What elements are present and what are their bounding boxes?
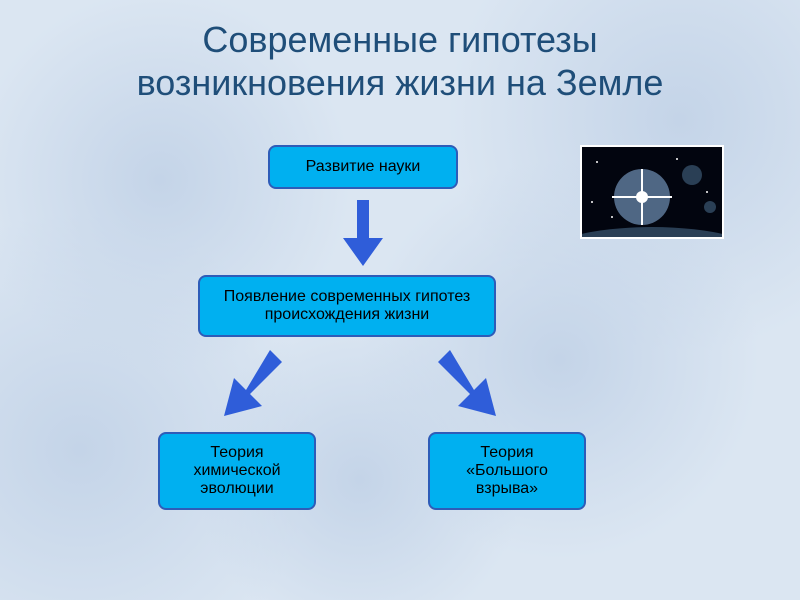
node-top-label: Развитие науки xyxy=(306,158,421,176)
slide: Современные гипотезы возникновения жизни… xyxy=(0,0,800,600)
node-left: Теория химической эволюции xyxy=(158,432,316,510)
arrow-diag-left-icon xyxy=(220,350,290,420)
slide-title: Современные гипотезы возникновения жизни… xyxy=(0,18,800,104)
space-image xyxy=(580,145,724,239)
node-left-label: Теория химической эволюции xyxy=(174,444,300,498)
title-line-1: Современные гипотезы xyxy=(202,19,597,60)
arrow-diag-right-icon xyxy=(430,350,500,420)
title-line-2: возникновения жизни на Земле xyxy=(137,62,664,103)
node-right: Теория «Большого взрыва» xyxy=(428,432,586,510)
node-middle: Появление современных гипотез происхожде… xyxy=(198,275,496,337)
arrow-down-icon xyxy=(343,200,383,266)
node-top: Развитие науки xyxy=(268,145,458,189)
node-right-label: Теория «Большого взрыва» xyxy=(444,444,570,498)
node-middle-label: Появление современных гипотез происхожде… xyxy=(214,288,480,324)
